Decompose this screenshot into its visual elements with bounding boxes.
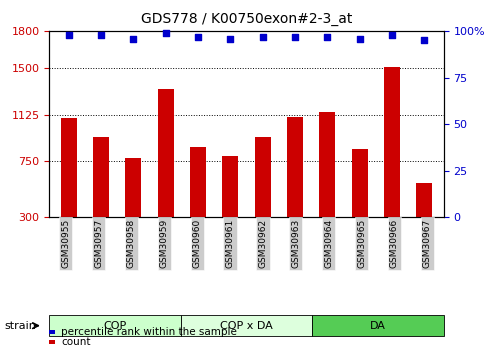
Point	[194, 34, 202, 39]
Text: GSM30965: GSM30965	[357, 219, 366, 268]
Point	[129, 36, 137, 41]
Point	[259, 34, 267, 39]
Text: GSM30957: GSM30957	[94, 219, 103, 268]
Point	[356, 36, 364, 41]
Bar	[190, 147, 206, 255]
Bar	[416, 183, 432, 255]
Text: GSM30961: GSM30961	[226, 219, 235, 268]
Bar	[61, 118, 77, 255]
Bar	[352, 149, 368, 255]
Bar	[93, 137, 109, 255]
Text: GSM30958: GSM30958	[127, 219, 136, 268]
Text: DA: DA	[370, 321, 386, 331]
Text: GDS778 / K00750exon#2-3_at: GDS778 / K00750exon#2-3_at	[141, 12, 352, 26]
Text: COP: COP	[104, 321, 127, 331]
Bar	[319, 112, 335, 255]
Bar	[222, 157, 239, 255]
Text: percentile rank within the sample: percentile rank within the sample	[61, 327, 237, 337]
Point	[97, 32, 105, 38]
Point	[323, 34, 331, 39]
Text: GSM30966: GSM30966	[390, 219, 399, 268]
Text: GSM30967: GSM30967	[423, 219, 432, 268]
Bar	[158, 89, 174, 255]
Point	[162, 30, 170, 36]
Point	[421, 38, 428, 43]
Text: GSM30955: GSM30955	[61, 219, 70, 268]
Text: GSM30962: GSM30962	[258, 219, 267, 268]
Point	[388, 32, 396, 38]
Text: GSM30963: GSM30963	[291, 219, 300, 268]
Bar	[254, 137, 271, 255]
Point	[291, 34, 299, 39]
Bar	[384, 67, 400, 255]
Bar	[125, 158, 141, 255]
Bar	[287, 117, 303, 255]
Text: count: count	[61, 337, 91, 345]
Text: GSM30959: GSM30959	[160, 219, 169, 268]
Point	[65, 32, 72, 38]
Text: GSM30964: GSM30964	[324, 219, 333, 268]
Point	[226, 36, 234, 41]
Text: strain: strain	[4, 321, 36, 331]
Text: GSM30960: GSM30960	[193, 219, 202, 268]
Text: COP x DA: COP x DA	[220, 321, 273, 331]
